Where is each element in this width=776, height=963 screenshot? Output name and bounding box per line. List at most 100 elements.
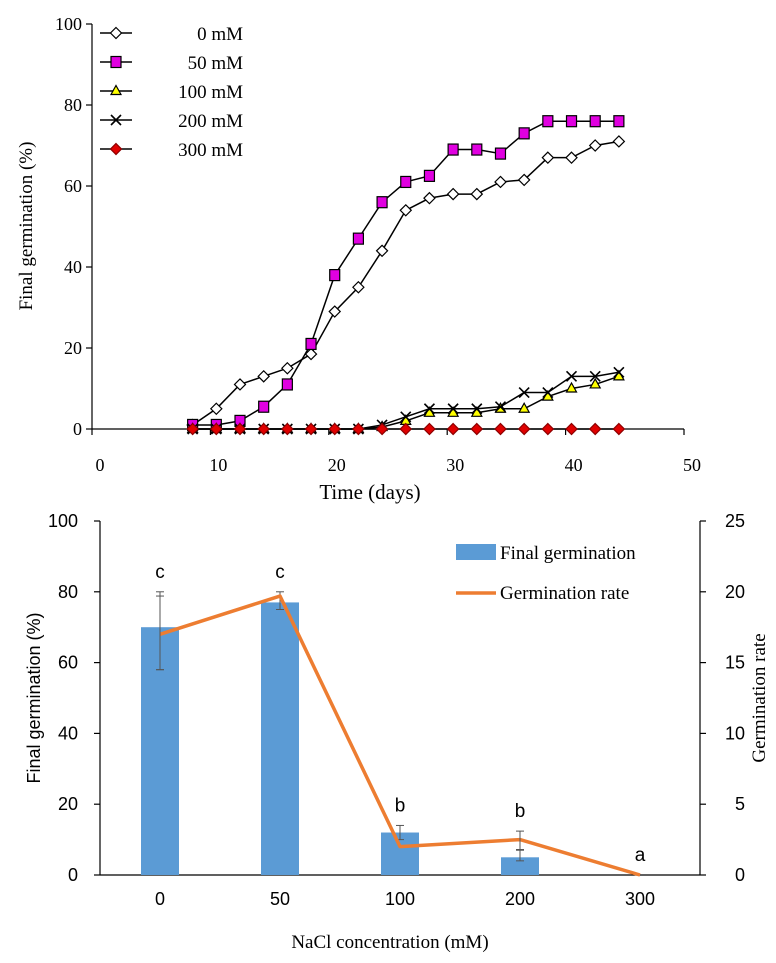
legend-label-0-mm: 0 mM (197, 24, 243, 45)
nacl-bar-chart: 0 20 40 60 80 100 0 5 10 15 20 25 0 50 100 200 300 c c b… (24, 511, 770, 953)
data-point-0-mm (541, 151, 555, 164)
data-point-200-mm (447, 403, 459, 415)
legend-swatch-bar (456, 544, 496, 560)
data-point-50-mm (542, 115, 554, 128)
top-x-tick-label: 30 (446, 455, 464, 475)
bar-error-bar (516, 849, 524, 862)
bottom-y2-tick-label: 15 (725, 653, 745, 673)
bottom-y-tick-label: 20 (58, 794, 78, 814)
legend-marker-50-mm (110, 55, 122, 69)
bottom-y2-axis-title: Germination rate (749, 633, 770, 762)
legend-label-300-mm: 300 mM (178, 140, 243, 161)
data-point-300-mm (588, 422, 602, 436)
data-point-200-mm (518, 386, 530, 399)
data-point-300-mm (612, 422, 626, 436)
bar-50 (261, 602, 299, 875)
data-point-0-mm (281, 361, 294, 375)
top-x-tick-label: 20 (328, 455, 346, 475)
bottom-y-tick-label: 60 (58, 653, 78, 673)
data-point-50-mm (400, 175, 412, 189)
data-point-0-mm (209, 402, 223, 416)
bottom-x-axis-title: NaCl concentration (mM) (291, 932, 488, 953)
data-point-300-mm (423, 422, 436, 436)
top-x-tick-label: 50 (683, 455, 701, 475)
data-point-50-mm (447, 143, 459, 156)
legend-label-200-mm: 200 mM (178, 111, 243, 132)
data-point-300-mm (399, 422, 413, 436)
data-point-200-mm (589, 370, 601, 382)
data-point-0-mm (423, 191, 436, 205)
data-point-300-mm (328, 422, 342, 436)
top-y-tick-label: 80 (64, 95, 82, 115)
top-x-ticks: 0 10 20 30 40 50 (91, 429, 701, 475)
data-point-0-mm (304, 347, 318, 361)
legend-marker-100-mm (109, 84, 123, 96)
data-point-0-mm (328, 305, 342, 318)
significance-letter: c (155, 562, 165, 583)
bottom-y-tick-label: 100 (48, 511, 78, 531)
top-y-tick-label: 100 (55, 14, 82, 34)
legend-marker-200-mm (110, 114, 122, 126)
data-point-0-mm (470, 187, 484, 201)
significance-letter: b (515, 801, 526, 822)
data-point-50-mm (305, 337, 317, 351)
data-point-50-mm (494, 147, 507, 160)
bottom-legend: Final germination Germination rate (456, 543, 636, 604)
top-y-tick-label: 40 (64, 257, 82, 277)
data-point-0-mm (399, 203, 413, 217)
data-point-300-mm (257, 422, 271, 436)
bottom-x-tick-label: 50 (270, 889, 290, 909)
data-point-50-mm (376, 196, 388, 209)
data-point-300-mm (541, 422, 555, 436)
data-point-0-mm (352, 280, 365, 294)
data-point-0-mm (565, 151, 578, 164)
top-x-tick-label: 10 (209, 455, 227, 475)
data-point-300-mm (494, 422, 507, 436)
bottom-y-tick-label: 0 (68, 865, 78, 885)
legend-item-100-mm: 100 mM (100, 82, 243, 103)
data-point-300-mm (375, 422, 389, 436)
significance-letter: c (275, 562, 285, 583)
data-point-100-mm (565, 381, 578, 393)
top-series-group (186, 115, 626, 436)
data-point-50-mm (565, 115, 578, 128)
bottom-y-axis-title: Final germination (%) (24, 612, 44, 783)
bottom-left-y-ticks: 0 20 40 60 80 100 (48, 511, 100, 885)
series-50-mm (187, 115, 625, 432)
data-point-50-mm (613, 115, 625, 128)
data-point-300-mm (517, 422, 531, 436)
top-y-tick-label: 0 (73, 419, 82, 439)
data-point-0-mm (233, 378, 247, 391)
data-point-300-mm (281, 422, 294, 436)
germination-rate-line (159, 594, 641, 877)
data-point-50-mm (281, 378, 293, 391)
bottom-y2-tick-label: 25 (725, 511, 745, 531)
data-point-0-mm (375, 244, 389, 258)
bottom-right-y-ticks: 0 5 10 15 20 25 (700, 511, 745, 885)
germination-time-course-chart: 0 20 40 60 80 100 0 10 20 30 40 50 0 mM 50 mM 100 mM… (16, 14, 701, 504)
data-point-50-mm (352, 232, 364, 245)
data-point-0-mm (612, 135, 626, 148)
rate-error-bar (156, 595, 164, 671)
data-point-300-mm (209, 422, 223, 436)
data-point-300-mm (233, 422, 247, 436)
series-0-mm (186, 135, 626, 432)
data-point-300-mm (304, 422, 318, 436)
legend-label-50-mm: 50 mM (188, 53, 244, 74)
data-point-50-mm (518, 127, 530, 140)
legend-item-200-mm: 200 mM (100, 111, 243, 132)
top-x-tick-label: 0 (96, 455, 105, 475)
bar-200 (501, 857, 539, 875)
bottom-y-tick-label: 40 (58, 723, 78, 743)
rate-error-bar (516, 830, 524, 851)
top-legend: 0 mM 50 mM 100 mM 200 mM 300 mM (100, 24, 243, 161)
bottom-y2-tick-label: 5 (735, 794, 745, 814)
data-point-300-mm (446, 422, 460, 436)
bottom-y2-tick-label: 10 (725, 723, 745, 743)
data-point-200-mm (423, 403, 436, 415)
significance-letter: b (395, 795, 406, 816)
bottom-rate-line (156, 594, 641, 877)
data-point-200-mm (471, 403, 483, 415)
top-x-axis-title: Time (days) (319, 480, 420, 504)
bottom-y2-tick-label: 20 (725, 582, 745, 602)
